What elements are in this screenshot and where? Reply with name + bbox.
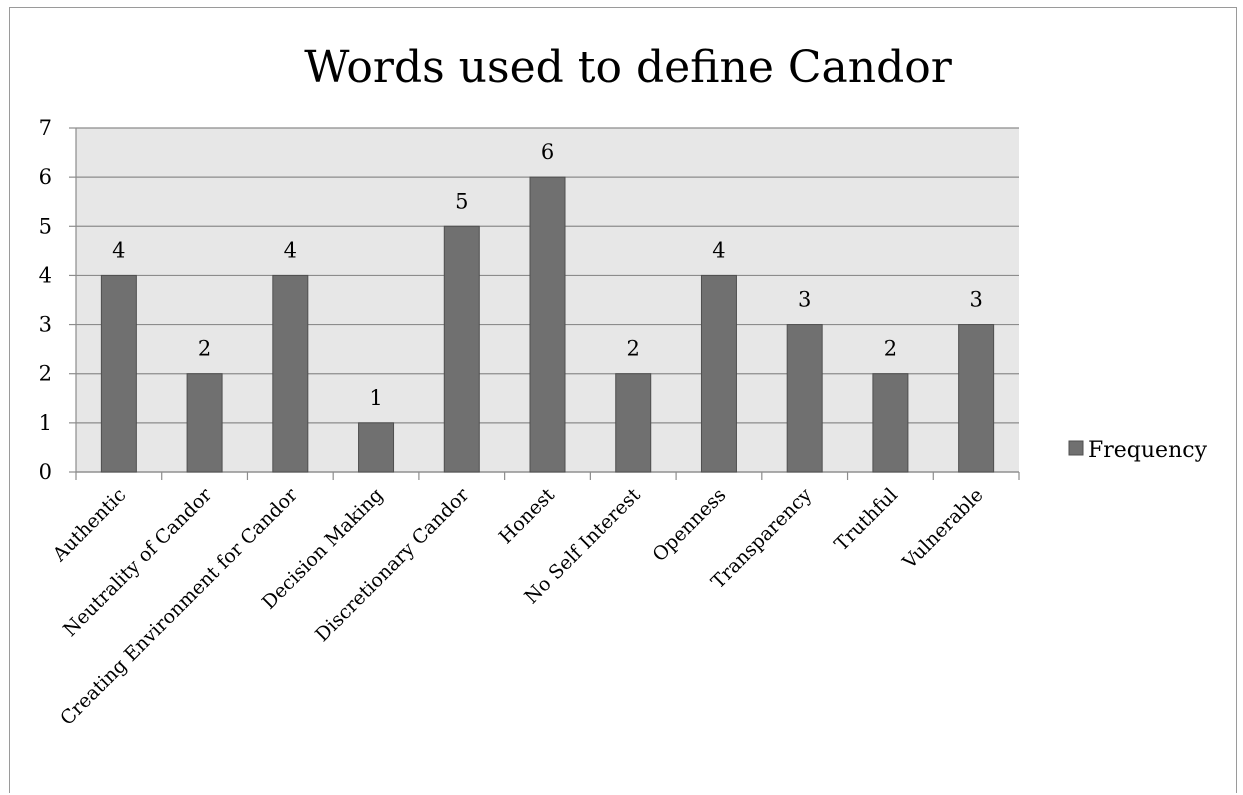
bar-neutrality-of-candor <box>186 373 223 473</box>
x-tick-label: Openness <box>648 484 730 566</box>
data-label: 4 <box>284 238 297 262</box>
y-tick-label: 1 <box>39 411 52 435</box>
bar-discretionary-candor <box>443 225 480 473</box>
chart-title: Words used to define Candor <box>304 42 953 93</box>
data-label: 2 <box>198 337 211 361</box>
x-tick-label: Discretionary Candor <box>311 483 474 646</box>
y-tick-label: 4 <box>39 263 52 287</box>
data-label: 2 <box>884 337 897 361</box>
y-tick-label: 2 <box>39 362 52 386</box>
plot-area: 0 1 2 3 4 5 6 7 4 Authentic 2 Neutrality of Candor 4… <box>39 116 1020 730</box>
y-tick-label: 6 <box>39 165 52 189</box>
data-label: 6 <box>541 140 554 164</box>
bar-transparency <box>786 324 823 473</box>
bar-decision-making <box>358 422 395 473</box>
bar-openness <box>700 274 737 473</box>
x-tick-label: Truthful <box>830 484 902 556</box>
y-tick-label: 7 <box>39 116 52 140</box>
legend-label-frequency: Frequency <box>1088 438 1208 463</box>
bar-honest <box>529 176 566 473</box>
chart-frame <box>9 7 1237 793</box>
data-label: 3 <box>969 288 982 312</box>
bar-vulnerable <box>958 324 995 473</box>
data-label: 3 <box>798 288 811 312</box>
y-tick-label: 5 <box>39 214 52 238</box>
legend: Frequency <box>1068 438 1208 463</box>
bar-truthful <box>872 373 909 473</box>
legend-swatch <box>1068 440 1084 456</box>
x-tick-label: Vulnerable <box>898 484 988 574</box>
bar-no-self-interest <box>615 373 652 473</box>
data-label: 1 <box>369 386 382 410</box>
data-label: 2 <box>627 337 640 361</box>
y-tick-label: 3 <box>39 313 52 337</box>
y-tick-label: 0 <box>39 460 52 484</box>
x-tick-label: Neutrality of Candor <box>59 483 217 641</box>
data-label: 4 <box>712 238 725 262</box>
x-tick-label: Authentic <box>48 484 130 566</box>
data-label: 4 <box>112 238 125 262</box>
x-tick-label: Honest <box>495 484 560 549</box>
bar-authentic <box>100 274 137 473</box>
data-label: 5 <box>455 189 468 213</box>
bar-creating-environment-for-candor <box>272 274 309 473</box>
